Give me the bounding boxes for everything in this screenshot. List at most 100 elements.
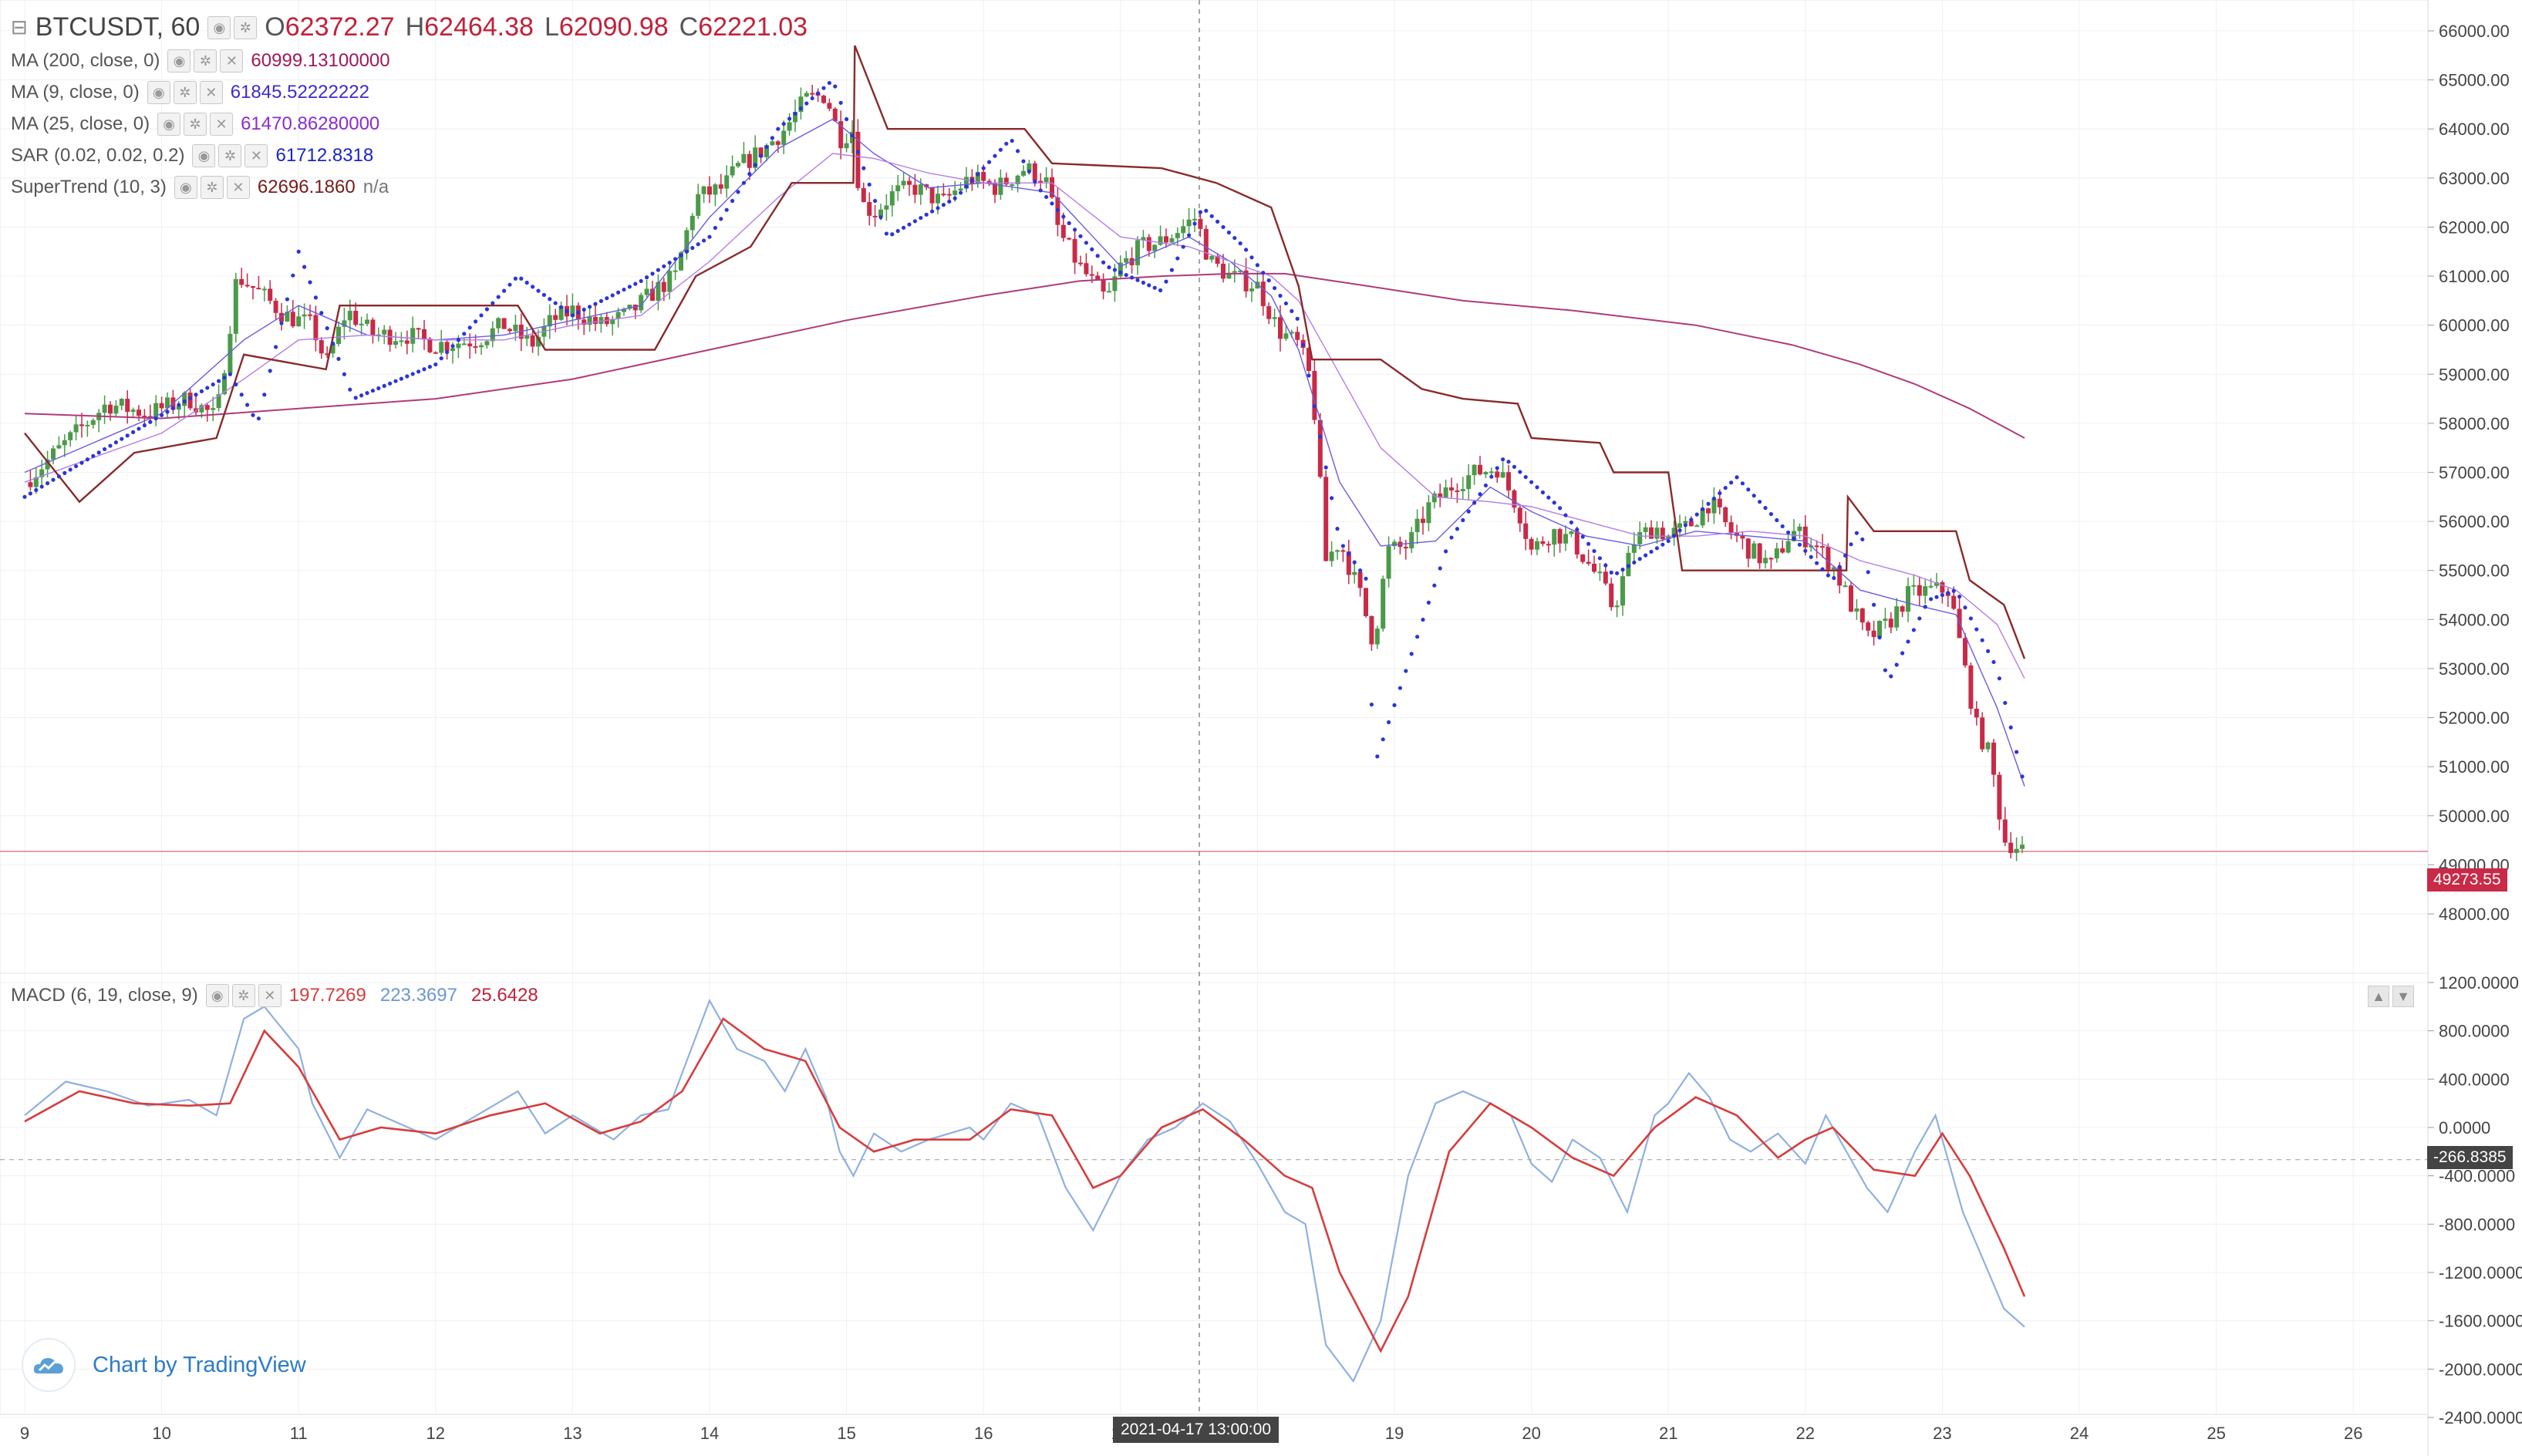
sar-dot <box>1729 480 1734 485</box>
sar-dot <box>507 282 512 287</box>
candle-body <box>952 190 958 196</box>
sar-dot <box>1775 517 1779 523</box>
macd-value: 25.6428 <box>470 985 538 1006</box>
candle-body <box>1985 742 1991 750</box>
candle-body <box>804 93 809 97</box>
sar-dot <box>1415 635 1420 639</box>
sar-dot <box>34 487 39 493</box>
sar-dot <box>1387 720 1391 725</box>
indicator-buttons[interactable]: ◉ ✲ ✕ <box>147 81 223 104</box>
macd-buttons[interactable]: ◉ ✲ ✕ <box>205 984 282 1007</box>
eye-icon[interactable]: ◉ <box>147 81 170 104</box>
sar-dot <box>1580 534 1585 539</box>
sar-dot <box>1758 500 1762 504</box>
indicator-buttons[interactable]: ◉ ✲ ✕ <box>192 144 268 167</box>
sar-dot <box>1152 285 1157 290</box>
candle-body <box>1135 240 1140 265</box>
candle-body <box>473 346 478 349</box>
sar-dot <box>1455 527 1459 531</box>
sar-dot <box>1444 549 1448 554</box>
candle-body <box>1369 615 1374 645</box>
pane-down-icon[interactable]: ▼ <box>2392 986 2414 1007</box>
candle-body <box>1295 332 1300 340</box>
gear-icon[interactable]: ✲ <box>184 113 207 136</box>
indicator-buttons[interactable]: ◉ ✲ ✕ <box>174 176 250 199</box>
candle-body <box>701 186 706 194</box>
candle-body <box>1015 175 1020 184</box>
close-icon[interactable]: ✕ <box>226 176 250 199</box>
pane-up-icon[interactable]: ▲ <box>2368 986 2389 1007</box>
ohlc-values: O62372.27 H62464.38 L62090.98 C62221.03 <box>265 12 818 42</box>
candle-body <box>461 343 467 345</box>
candle-body <box>1523 523 1529 539</box>
indicator-buttons[interactable]: ◉ ✲ ✕ <box>157 113 234 136</box>
candle-body <box>467 343 473 347</box>
gear-icon[interactable]: ✲ <box>200 176 224 199</box>
candle-body <box>1506 472 1511 490</box>
eye-icon[interactable]: ◉ <box>157 113 181 136</box>
candle-body <box>1745 538 1751 559</box>
candle-body <box>182 393 187 406</box>
sar-dot <box>736 190 740 194</box>
tradingview-watermark[interactable]: Chart by TradingView <box>22 1338 306 1392</box>
sar-dot <box>388 381 393 386</box>
gear-icon[interactable]: ✲ <box>194 49 217 72</box>
candle-body <box>844 143 849 149</box>
sar-dot <box>2008 725 2013 730</box>
candle-body <box>1021 170 1026 176</box>
close-icon[interactable]: ✕ <box>220 49 244 72</box>
sar-dot <box>1404 669 1408 673</box>
candle-body <box>1974 708 1979 718</box>
y-tick-label: 66000.00 <box>2439 22 2510 41</box>
sar-dot <box>1187 233 1192 238</box>
sar-dot <box>1027 169 1031 174</box>
sar-dot <box>1506 460 1511 464</box>
candle-body <box>1438 493 1443 498</box>
indicator-label: SAR (0.02, 0.02, 0.2) <box>11 145 185 166</box>
candle-body <box>2014 848 2019 854</box>
y-tick-label: 59000.00 <box>2439 365 2510 384</box>
sar-dot <box>1364 576 1368 581</box>
macd-tick-label: 1200.0000 <box>2439 973 2519 993</box>
indicator-buttons[interactable]: ◉ ✲ ✕ <box>167 49 244 72</box>
candle-body <box>1792 531 1796 541</box>
y-tick-label: 57000.00 <box>2439 463 2510 483</box>
sar-dot <box>1307 373 1311 378</box>
candle-body <box>536 336 541 347</box>
candle-body <box>1609 583 1614 608</box>
candle-body <box>1512 490 1517 508</box>
sar-dot <box>1478 492 1482 497</box>
x-tick-label: 15 <box>837 1424 855 1443</box>
sar-dot <box>74 463 79 469</box>
sar-dot <box>239 393 244 397</box>
symbol-buttons[interactable]: ◉ ✲ <box>207 15 258 39</box>
sar-dot <box>1723 486 1728 490</box>
candle-body <box>1038 180 1044 183</box>
sar-dot <box>325 326 329 331</box>
close-icon[interactable]: ✕ <box>244 144 268 167</box>
sar-dot <box>222 376 227 380</box>
candle-body <box>1060 224 1066 238</box>
collapse-icon[interactable]: ⊟ <box>11 15 28 39</box>
sar-dot <box>1209 214 1214 218</box>
close-icon[interactable]: ✕ <box>210 113 234 136</box>
sar-dot <box>445 350 450 355</box>
candle-body <box>1095 275 1101 280</box>
eye-icon[interactable]: ◉ <box>167 49 191 72</box>
candle-body <box>1146 237 1151 251</box>
ohlc-value-c: 62221.03 <box>698 12 808 42</box>
sar-dot <box>907 222 912 227</box>
candle-body <box>1774 548 1779 559</box>
sar-dot <box>1232 235 1237 241</box>
candle-body <box>1574 531 1580 554</box>
gear-icon[interactable]: ✲ <box>218 144 242 167</box>
candle-body <box>1335 550 1340 552</box>
candle-body <box>696 194 701 216</box>
candle-body <box>1414 518 1420 533</box>
eye-icon[interactable]: ◉ <box>192 144 216 167</box>
gear-icon[interactable]: ✲ <box>173 81 197 104</box>
close-icon[interactable]: ✕ <box>199 81 223 104</box>
sar-dot <box>1626 564 1630 568</box>
eye-icon[interactable]: ◉ <box>174 176 197 199</box>
